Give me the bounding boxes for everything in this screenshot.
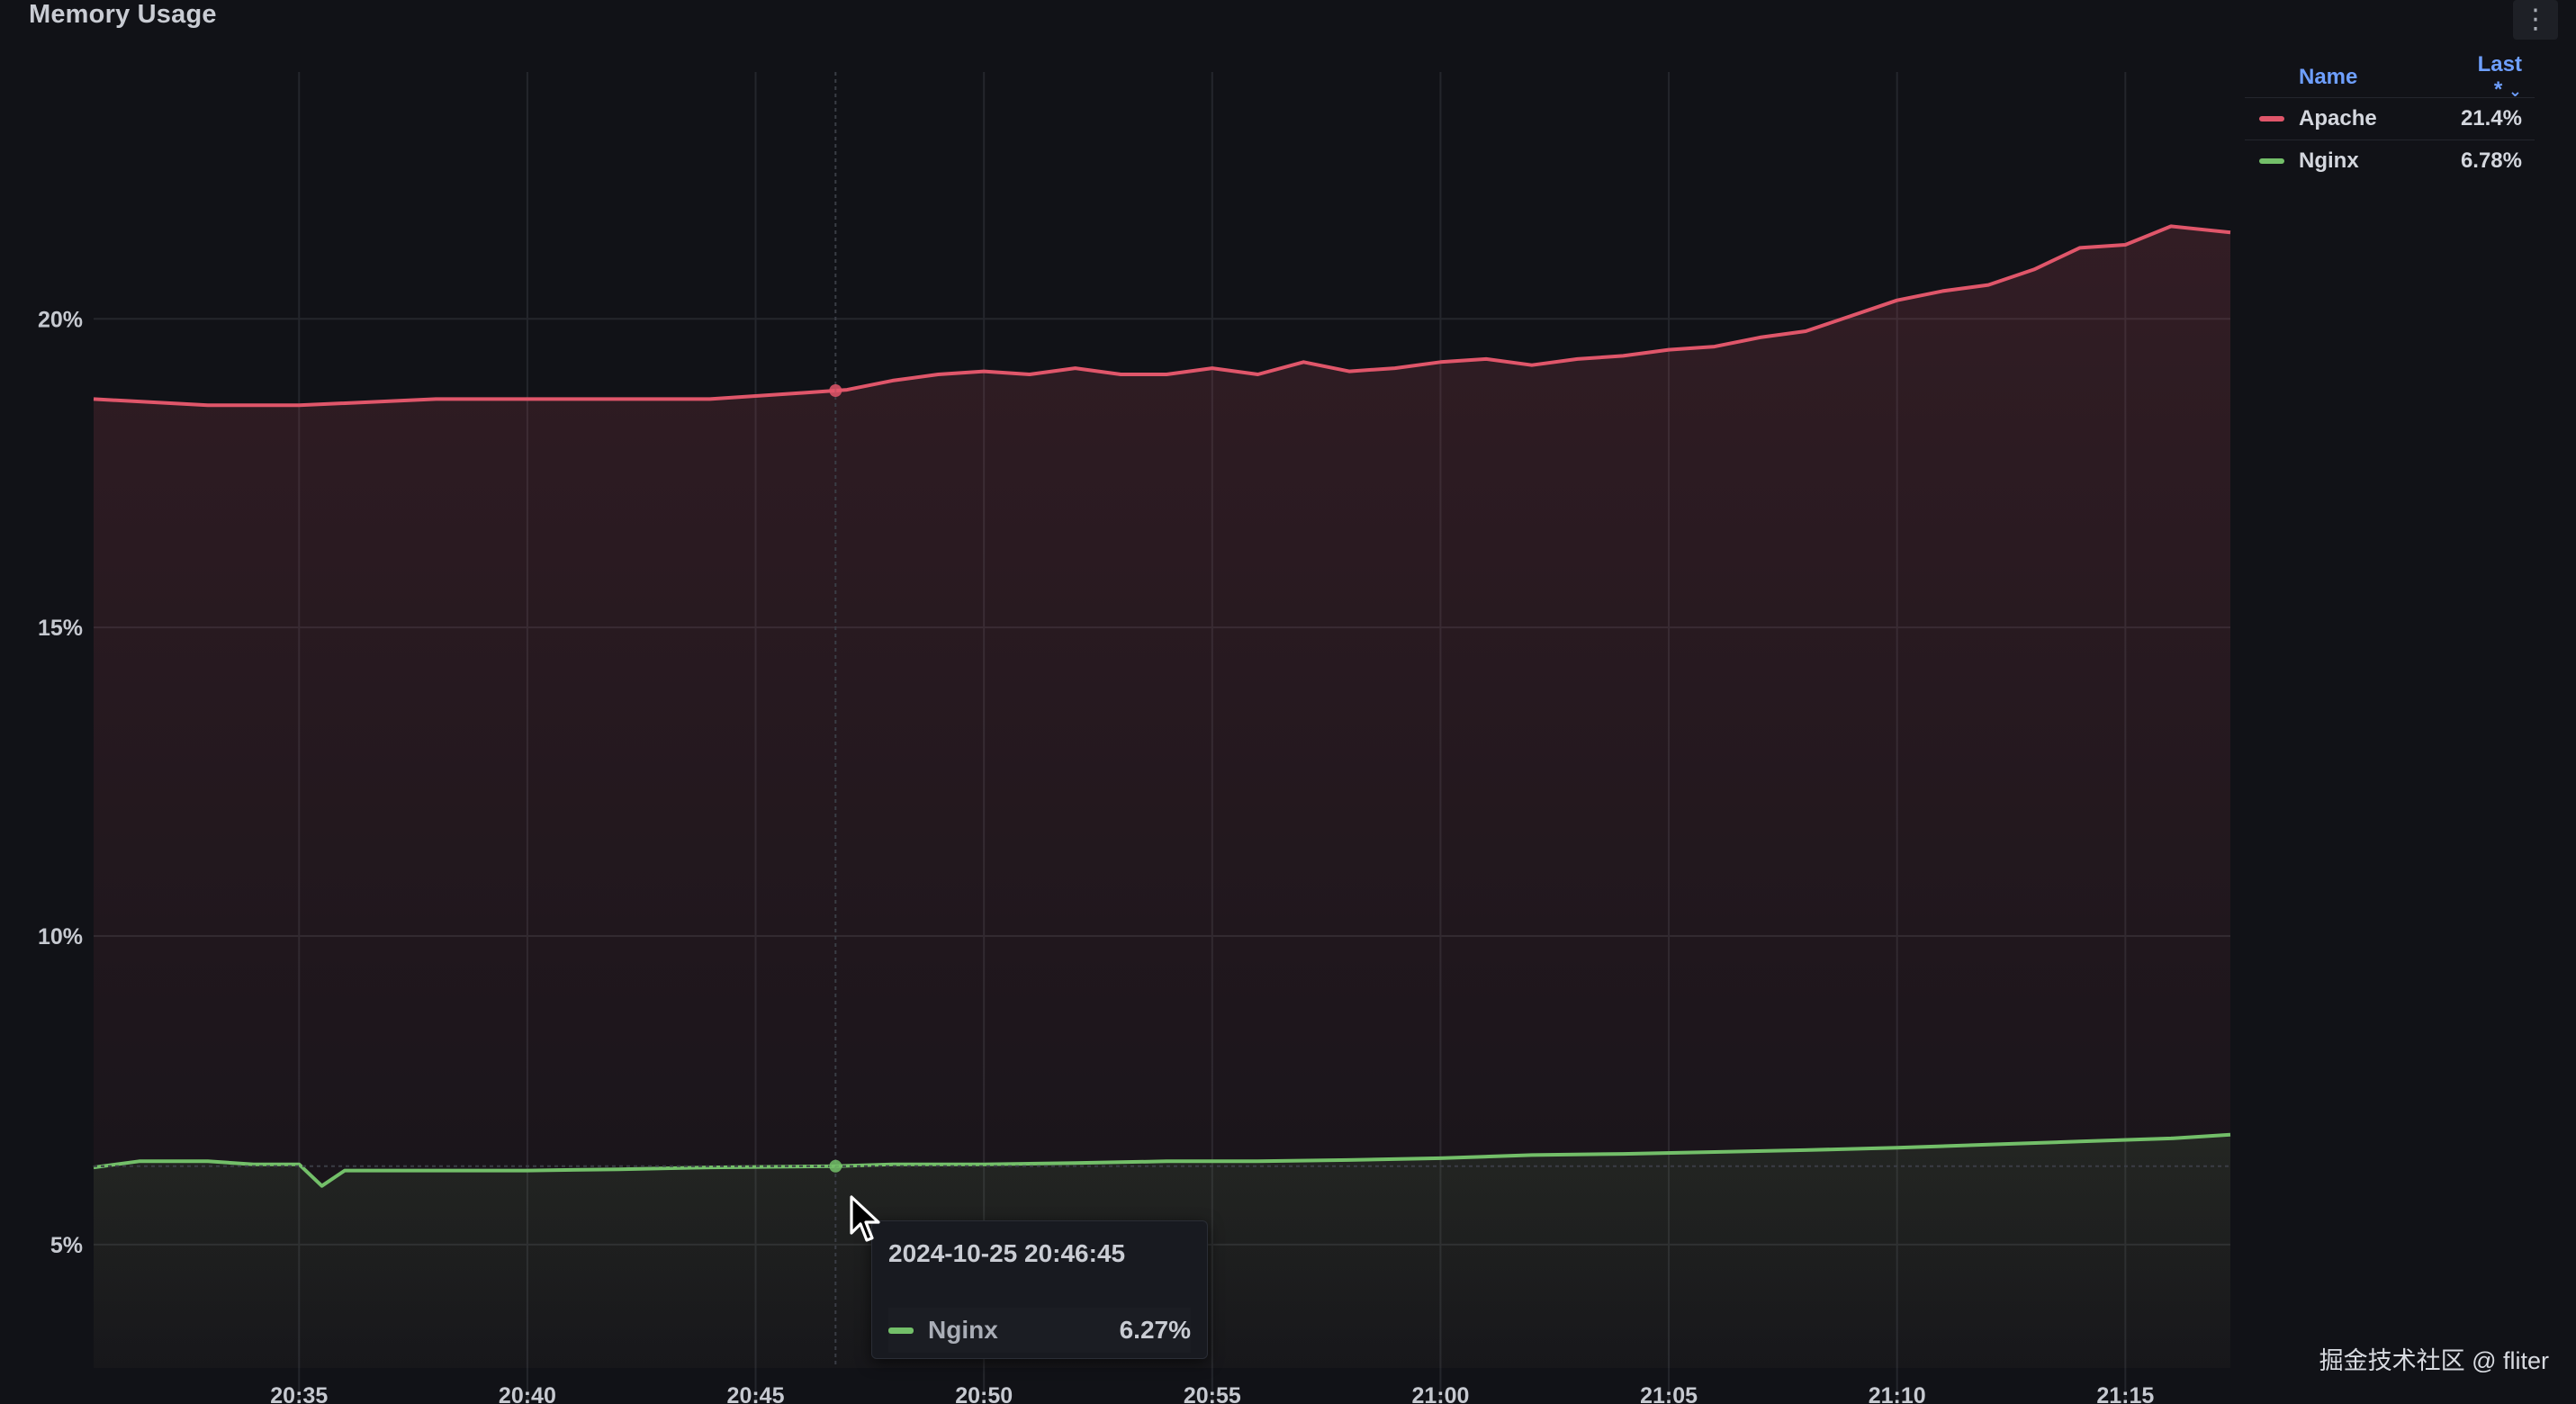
y-axis: 5% 10% 15% 20%: [38, 307, 83, 1258]
legend-item-last-value: 21.4%: [2460, 106, 2522, 130]
y-tick-label: 5%: [50, 1233, 83, 1258]
series-area-apache: [94, 226, 2230, 1368]
mouse-pointer-icon: [850, 1195, 880, 1242]
legend-table: Name Last * ⌄ Apache 21.4% Nginx 6.78%: [2245, 52, 2535, 182]
kebab-vertical-icon: ⋮: [2522, 4, 2549, 34]
series-layer: [93, 224, 2231, 1368]
series-line-nginx[interactable]: [93, 1132, 2231, 1188]
tooltip-swatch: [888, 1327, 914, 1334]
x-tick-label: 20:40: [499, 1383, 556, 1404]
y-tick-label: 10%: [38, 924, 83, 950]
x-tick-label: 20:50: [955, 1383, 1013, 1404]
legend-item-name: Nginx: [2299, 148, 2359, 173]
legend-swatch-apache: [2259, 116, 2284, 122]
legend-item-nginx[interactable]: Nginx 6.78%: [2245, 140, 2535, 182]
hover-tooltip: 2024-10-25 20:46:45 Nginx 6.27%: [871, 1220, 1208, 1359]
hover-point-nginx: [829, 1159, 842, 1173]
series-line-apache[interactable]: [93, 224, 2231, 408]
tooltip-series-value: 6.27%: [1119, 1316, 1191, 1344]
legend-item-last-value: 6.78%: [2460, 148, 2522, 173]
tooltip-series-row: Nginx 6.27%: [888, 1308, 1191, 1353]
watermark: 掘金技术社区 @ fliter: [2319, 1347, 2549, 1374]
x-tick-label: 21:15: [2096, 1383, 2154, 1404]
x-tick-label: 21:00: [1411, 1383, 1469, 1404]
legend-item-name: Apache: [2299, 106, 2377, 130]
y-tick-label: 15%: [38, 616, 83, 641]
legend-swatch-nginx: [2259, 158, 2284, 164]
hover-layer: [94, 72, 2230, 1368]
x-tick-label: 21:10: [1869, 1383, 1926, 1404]
x-axis: 20:35 20:40 20:45 20:50 20:55 21:00 21:05 21:10…: [270, 1383, 2154, 1404]
panel-menu-button[interactable]: ⋮: [2513, 0, 2558, 40]
legend-item-apache[interactable]: Apache 21.4%: [2245, 97, 2535, 140]
legend-header-last-label: Last *: [2477, 52, 2522, 102]
x-tick-label: 21:05: [1640, 1383, 1698, 1404]
x-tick-label: 20:45: [727, 1383, 785, 1404]
y-tick-label: 20%: [38, 307, 83, 332]
tooltip-time: 2024-10-25 20:46:45: [888, 1239, 1126, 1267]
legend-rows: Apache 21.4% Nginx 6.78%: [2245, 97, 2535, 182]
hover-point-apache: [829, 384, 842, 397]
x-tick-label: 20:55: [1184, 1383, 1241, 1404]
x-tick-label: 20:35: [270, 1383, 328, 1404]
panel-title: Memory Usage: [29, 0, 217, 29]
chevron-down-icon: ⌄: [2508, 82, 2522, 100]
legend-header-last[interactable]: Last * ⌄: [2470, 52, 2535, 103]
legend-header: Name Last * ⌄: [2245, 52, 2535, 102]
tooltip-series-name: Nginx: [928, 1316, 998, 1344]
legend-header-name[interactable]: Name: [2299, 65, 2358, 89]
